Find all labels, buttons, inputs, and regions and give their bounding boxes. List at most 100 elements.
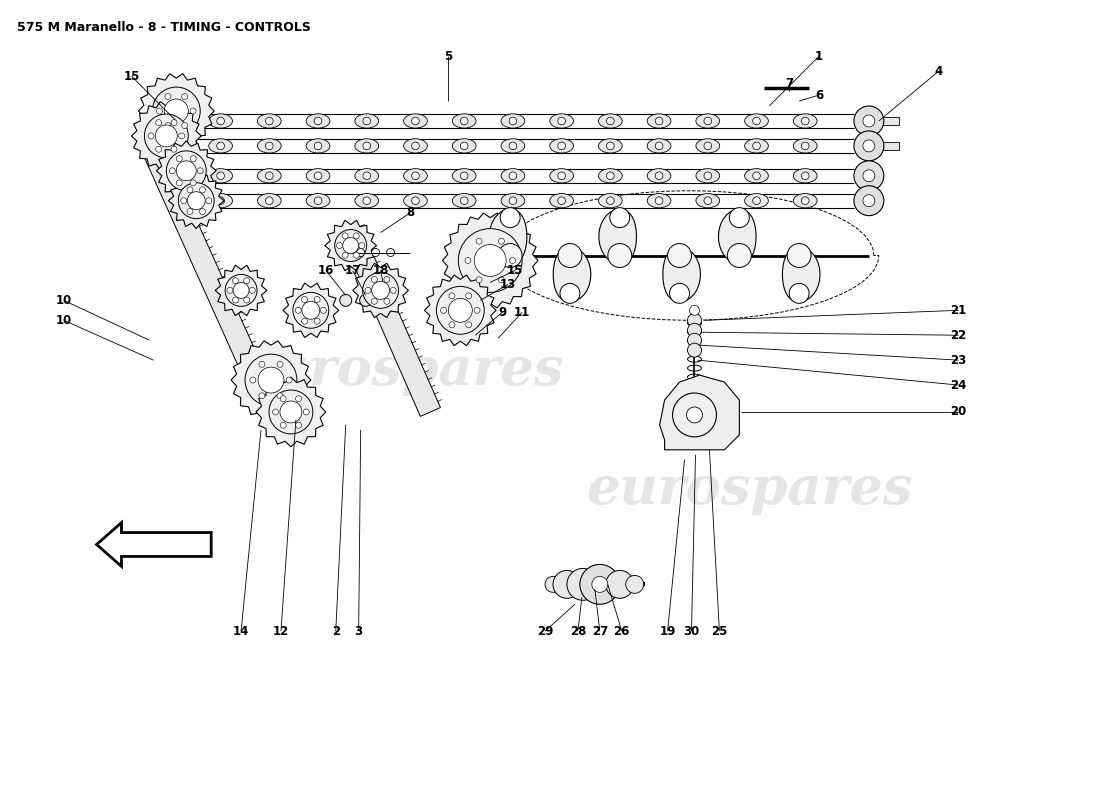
- Circle shape: [156, 108, 163, 114]
- Circle shape: [279, 401, 301, 423]
- Circle shape: [609, 208, 629, 228]
- Polygon shape: [139, 74, 214, 148]
- Ellipse shape: [257, 194, 282, 208]
- Circle shape: [690, 306, 700, 315]
- Ellipse shape: [500, 114, 525, 128]
- Ellipse shape: [452, 194, 476, 208]
- Circle shape: [182, 122, 188, 129]
- Circle shape: [206, 198, 212, 204]
- Circle shape: [560, 283, 580, 303]
- Circle shape: [465, 258, 471, 263]
- Circle shape: [156, 146, 162, 152]
- Circle shape: [558, 172, 565, 180]
- Circle shape: [704, 197, 712, 205]
- Circle shape: [727, 243, 751, 267]
- Ellipse shape: [550, 194, 573, 208]
- Circle shape: [606, 142, 614, 150]
- Circle shape: [854, 106, 883, 136]
- Circle shape: [342, 233, 348, 239]
- Circle shape: [166, 151, 206, 190]
- Circle shape: [476, 238, 482, 244]
- Circle shape: [360, 294, 372, 306]
- Circle shape: [704, 142, 712, 150]
- Circle shape: [752, 117, 760, 125]
- Polygon shape: [660, 375, 739, 450]
- Polygon shape: [341, 226, 440, 416]
- Circle shape: [258, 362, 265, 367]
- Circle shape: [304, 409, 309, 415]
- Circle shape: [704, 172, 712, 180]
- Text: 16: 16: [318, 264, 334, 277]
- Circle shape: [558, 197, 565, 205]
- Circle shape: [165, 122, 170, 129]
- Circle shape: [498, 238, 505, 244]
- Circle shape: [509, 142, 517, 150]
- Text: 25: 25: [712, 625, 727, 638]
- Text: 17: 17: [344, 264, 361, 277]
- Circle shape: [474, 245, 506, 277]
- Circle shape: [544, 576, 561, 592]
- Ellipse shape: [550, 114, 573, 128]
- Circle shape: [384, 277, 389, 282]
- Text: 6: 6: [815, 89, 823, 102]
- Text: 19: 19: [659, 625, 675, 638]
- Circle shape: [752, 142, 760, 150]
- Ellipse shape: [647, 169, 671, 183]
- Circle shape: [686, 407, 703, 423]
- Ellipse shape: [209, 114, 232, 128]
- Circle shape: [245, 354, 297, 406]
- Ellipse shape: [209, 138, 232, 153]
- Circle shape: [187, 187, 192, 193]
- Circle shape: [342, 252, 348, 258]
- Ellipse shape: [355, 138, 378, 153]
- Polygon shape: [442, 213, 538, 308]
- Circle shape: [190, 180, 196, 186]
- Circle shape: [802, 197, 810, 205]
- Circle shape: [315, 318, 320, 324]
- Ellipse shape: [355, 169, 378, 183]
- Text: 575 M Maranello - 8 - TIMING - CONTROLS: 575 M Maranello - 8 - TIMING - CONTROLS: [16, 22, 310, 34]
- Circle shape: [301, 302, 320, 319]
- Circle shape: [277, 393, 283, 398]
- Circle shape: [315, 297, 320, 302]
- Circle shape: [449, 293, 455, 299]
- Circle shape: [509, 197, 517, 205]
- Ellipse shape: [306, 138, 330, 153]
- Circle shape: [411, 197, 419, 205]
- Circle shape: [359, 242, 365, 249]
- Circle shape: [500, 208, 520, 228]
- Text: 18: 18: [373, 264, 388, 277]
- Circle shape: [459, 229, 522, 292]
- Circle shape: [465, 322, 472, 328]
- Circle shape: [862, 170, 874, 182]
- Polygon shape: [553, 247, 591, 302]
- Circle shape: [608, 243, 631, 267]
- Circle shape: [217, 117, 224, 125]
- Circle shape: [668, 243, 692, 267]
- Text: 24: 24: [950, 378, 967, 391]
- Circle shape: [509, 172, 517, 180]
- Circle shape: [178, 133, 185, 139]
- Circle shape: [182, 94, 188, 99]
- Text: 28: 28: [570, 625, 586, 638]
- Text: 15: 15: [123, 70, 140, 82]
- Circle shape: [232, 278, 239, 284]
- Text: 10: 10: [56, 314, 72, 326]
- Circle shape: [197, 168, 204, 174]
- Ellipse shape: [452, 114, 476, 128]
- Ellipse shape: [209, 194, 232, 208]
- Polygon shape: [156, 141, 217, 201]
- Circle shape: [301, 318, 308, 324]
- Text: 30: 30: [683, 625, 700, 638]
- Circle shape: [363, 117, 371, 125]
- Circle shape: [626, 575, 644, 594]
- Circle shape: [301, 297, 308, 302]
- Text: 20: 20: [950, 406, 967, 418]
- Circle shape: [296, 396, 301, 402]
- Ellipse shape: [696, 138, 719, 153]
- Text: 15: 15: [507, 264, 524, 277]
- Circle shape: [176, 156, 183, 162]
- Circle shape: [465, 293, 472, 299]
- Circle shape: [190, 108, 196, 114]
- Circle shape: [729, 208, 749, 228]
